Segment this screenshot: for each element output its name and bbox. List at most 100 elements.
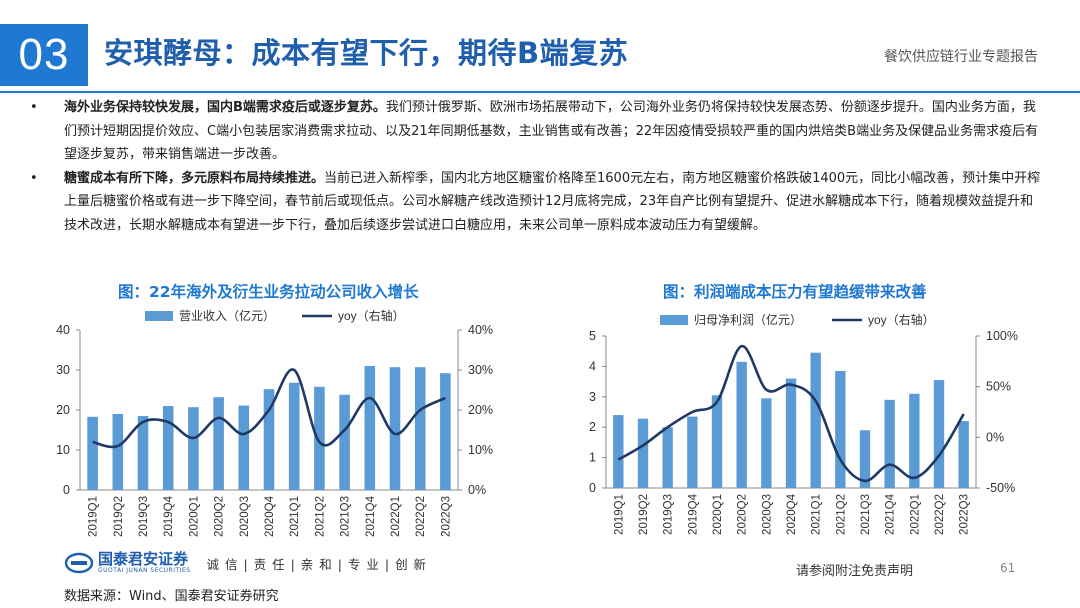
- chart-title-profit: 图：利润端成本压力有望趋缓带来改善: [663, 283, 927, 301]
- y-tick-label-left: 4: [589, 359, 596, 373]
- x-tick-label: 2021Q4: [365, 495, 377, 537]
- bullet-dot-icon: •: [30, 170, 38, 186]
- y-tick-label-left: 20: [56, 403, 70, 417]
- x-tick-label: 2021Q3: [340, 496, 352, 537]
- title-divider: [0, 91, 1080, 93]
- logo-mark-icon: [64, 552, 94, 574]
- x-tick-label: 2021Q3: [860, 494, 872, 535]
- x-tick-label: 2020Q4: [786, 493, 798, 535]
- bar-2019Q2: [637, 418, 649, 488]
- bar-2021Q1: [288, 382, 300, 490]
- company-logo: 国泰君安证券 GUOTAI JUNAN SECURITIES 诚 信 | 责 任…: [64, 552, 427, 574]
- y-tick-label-right: 50%: [986, 380, 1011, 394]
- section-number-badge: 03: [0, 24, 88, 86]
- y-tick-label-right: 30%: [468, 363, 493, 377]
- bullet-text: 我们预计俄罗斯、欧洲市场拓展带动下，公司海外业务仍将保持较快发展态势、份额逐步提…: [64, 100, 1039, 162]
- bar-2019Q3: [662, 427, 673, 488]
- logo-name-cn: 国泰君安证券: [98, 550, 189, 568]
- y-tick-label-left: 10: [56, 443, 70, 457]
- x-tick-label: 2020Q1: [712, 494, 724, 535]
- page-number: 61: [1000, 561, 1016, 575]
- report-name: 餐饮供应链行业专题报告: [884, 49, 1038, 65]
- bar-2019Q4: [162, 406, 174, 490]
- x-tick-label: 2019Q3: [138, 496, 150, 537]
- y-tick-label-left: 3: [589, 390, 596, 404]
- bar-2020Q2: [736, 361, 747, 488]
- bar-2020Q2: [213, 397, 224, 490]
- bar-2021Q4: [884, 399, 895, 488]
- x-tick-label: 2022Q1: [909, 494, 921, 535]
- y-tick-label-right: 10%: [468, 443, 493, 457]
- y-tick-label-right: -50%: [986, 481, 1015, 495]
- bar-2019Q1: [613, 415, 624, 488]
- chart-title-revenue: 图：22年海外及衍生业务拉动公司收入增长: [118, 283, 419, 301]
- bar-2020Q3: [238, 405, 250, 490]
- x-tick-label: 2021Q2: [314, 496, 326, 537]
- bar-2020Q4: [785, 378, 797, 488]
- legend-label-bar: 归母净利润（亿元）: [694, 312, 802, 327]
- y-tick-label-left: 40: [56, 323, 70, 337]
- y-tick-label-right: 40%: [468, 323, 493, 337]
- y-tick-label-left: 0: [63, 483, 70, 497]
- legend-swatch-bar: [660, 315, 688, 325]
- x-tick-label: 2021Q4: [885, 493, 897, 535]
- x-tick-label: 2019Q1: [88, 496, 100, 537]
- bar-2020Q4: [263, 389, 275, 490]
- legend-label-line: yoy（右轴）: [338, 308, 405, 323]
- y-tick-label-left: 30: [56, 363, 70, 377]
- x-tick-label: 2021Q2: [835, 494, 847, 535]
- chart-profit: 归母净利润（亿元） yoy（右轴） 0 1 2 3 4 5 -50% 0% 50% 100% 2019Q…: [589, 312, 1018, 535]
- x-tick-label: 2022Q3: [959, 494, 971, 535]
- bar-2021Q1: [810, 352, 821, 488]
- x-tick-label: 2019Q4: [163, 495, 175, 537]
- y-tick-label-right: 100%: [986, 329, 1018, 343]
- legend-swatch-bar: [145, 311, 173, 321]
- bullet-dot-icon: •: [30, 100, 38, 115]
- bar-2022Q2: [414, 367, 426, 490]
- x-tick-label: 2019Q4: [687, 493, 699, 535]
- x-tick-label: 2020Q2: [214, 496, 226, 537]
- bar-2022Q3: [440, 373, 451, 490]
- data-source: 数据来源：Wind、国泰君安证券研究: [64, 589, 279, 604]
- company-slogan: 诚 信 | 责 任 | 亲 和 | 专 业 | 创 新: [206, 556, 428, 572]
- bar-2020Q1: [188, 407, 199, 490]
- bullet-heading: 糖蜜成本有所下降，多元原料布局持续推进。: [64, 170, 325, 186]
- bullet-list: • 海外业务保持较快发展，国内B端需求疫后或逐步复苏。我们预计俄罗斯、欧洲市场拓…: [24, 96, 1044, 237]
- y-tick-label-right: 0%: [468, 483, 486, 497]
- bar-2020Q3: [761, 398, 772, 488]
- bullet-heading: 海外业务保持较快发展，国内B端需求疫后或逐步复苏。: [64, 100, 386, 115]
- x-tick-label: 2021Q1: [289, 496, 301, 537]
- x-tick-label: 2019Q3: [663, 494, 675, 535]
- logo-name-en: GUOTAI JUNAN SECURITIES: [98, 567, 191, 574]
- x-tick-label: 2020Q1: [188, 496, 200, 537]
- bar-2021Q2: [314, 386, 325, 490]
- bullet-item-overseas: • 海外业务保持较快发展，国内B端需求疫后或逐步复苏。我们预计俄罗斯、欧洲市场拓…: [24, 96, 1044, 167]
- x-tick-label: 2020Q3: [761, 494, 773, 535]
- x-tick-label: 2022Q2: [415, 496, 427, 537]
- bar-2022Q3: [958, 421, 969, 488]
- bar-2021Q3: [859, 430, 871, 488]
- bar-2021Q2: [835, 370, 846, 488]
- x-tick-label: 2021Q1: [811, 494, 823, 535]
- disclaimer-link[interactable]: 请参阅附注免责声明: [796, 564, 914, 579]
- x-tick-label: 2020Q2: [737, 494, 749, 535]
- bar-2019Q4: [687, 416, 698, 488]
- bar-2022Q1: [389, 367, 401, 490]
- chart-revenue: 营业收入（亿元） yoy（右轴） 0 10 20 30 40 0% 10% 20% 30% 40% 20…: [56, 308, 493, 537]
- bar-2022Q2: [933, 380, 945, 488]
- y-tick-label-left: 2: [589, 420, 596, 434]
- y-tick-label-left: 1: [589, 451, 596, 465]
- bar-2019Q3: [137, 416, 149, 490]
- bar-2020Q1: [711, 395, 723, 488]
- bar-2019Q2: [112, 414, 124, 490]
- y-tick-label-left: 5: [589, 329, 596, 343]
- x-tick-label: 2019Q1: [613, 494, 625, 535]
- x-tick-label: 2022Q3: [440, 496, 452, 537]
- legend-label-bar: 营业收入（亿元）: [179, 308, 275, 323]
- bar-2022Q1: [909, 393, 920, 488]
- bar-2021Q3: [339, 394, 350, 490]
- bullet-item-molasses: • 糖蜜成本有所下降，多元原料布局持续推进。当前已进入新榨季，国内北方地区糖蜜价…: [24, 167, 1044, 238]
- x-tick-label: 2019Q2: [638, 494, 650, 535]
- x-tick-label: 2022Q1: [390, 496, 402, 537]
- y-tick-label-right: 0%: [986, 430, 1004, 444]
